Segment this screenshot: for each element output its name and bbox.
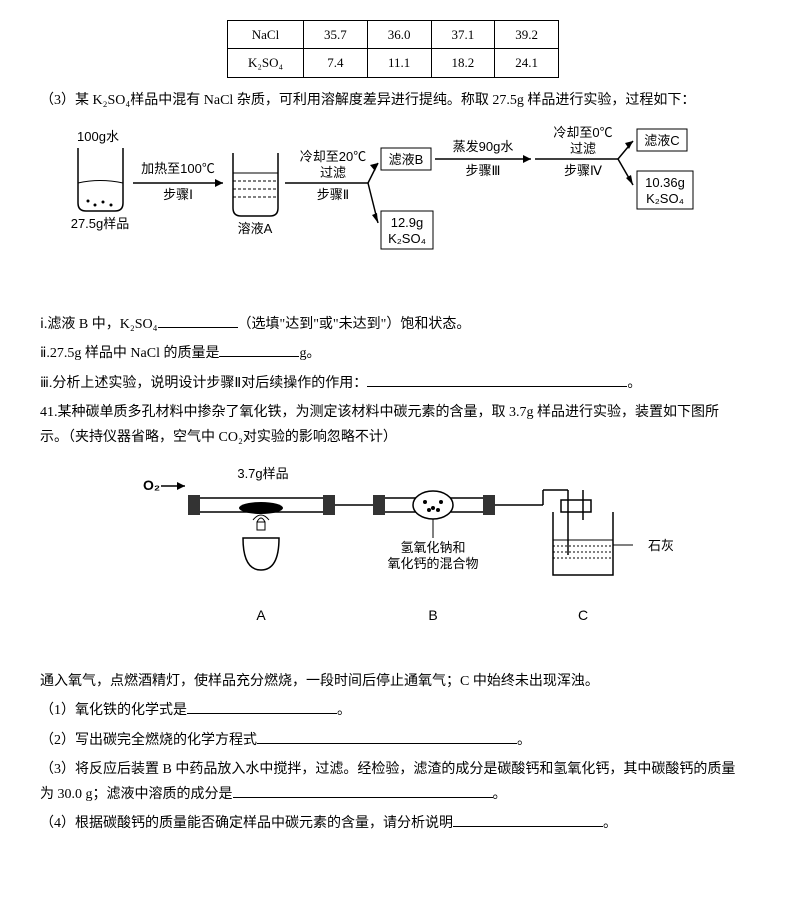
cell: 36.0	[367, 21, 431, 49]
svg-text:K₂SO₄: K₂SO₄	[388, 231, 426, 246]
svg-text:滤液C: 滤液C	[644, 133, 679, 148]
q41-2: （2）写出碳完全燃烧的化学方程式 。	[40, 728, 746, 753]
svg-text:冷却至0℃: 冷却至0℃	[553, 125, 612, 140]
cell: 7.4	[304, 49, 368, 77]
cell: 24.1	[495, 49, 559, 77]
svg-text:氢氧化钠和: 氢氧化钠和	[400, 540, 465, 555]
period: 。	[493, 787, 507, 802]
blank-field	[233, 783, 493, 798]
q3-ii-text: ⅱ.27.5g 样品中 NaCl 的质量是	[40, 346, 219, 361]
q41-4: （4）根据碳酸钙的质量能否确定样品中碳元素的含量，请分析说明 。	[40, 811, 746, 836]
svg-text:K₂SO₄: K₂SO₄	[646, 191, 684, 206]
cell: K₂SO₄	[227, 49, 303, 77]
blank-field	[187, 699, 337, 714]
q3-iii-text: ⅲ.分析上述实验，说明设计步骤Ⅱ对后续操作的作用：	[40, 376, 367, 391]
q41-1: （1）氧化铁的化学式是 。	[40, 698, 746, 723]
blank-field	[453, 812, 603, 827]
purification-diagram: 100g水 27.5g样品 加热至100℃ 步骤Ⅰ 溶液A 冷却至20℃ 过滤 …	[40, 123, 746, 302]
svg-text:C: C	[578, 607, 588, 623]
svg-text:3.7g样品: 3.7g样品	[237, 466, 288, 481]
q3-ii: ⅱ.27.5g 样品中 NaCl 的质量是 g。	[40, 341, 746, 366]
svg-text:过滤: 过滤	[570, 141, 596, 156]
svg-text:氧化钙的混合物: 氧化钙的混合物	[387, 556, 478, 571]
filtrate-b-box: 滤液B	[381, 148, 431, 170]
svg-text:步骤Ⅰ: 步骤Ⅰ	[163, 187, 193, 202]
blank-field	[367, 372, 627, 387]
table-row: K₂SO₄ 7.4 11.1 18.2 24.1	[227, 49, 558, 77]
cell: 35.7	[304, 21, 368, 49]
period: 。	[337, 703, 351, 718]
arrow-step3-icon: 蒸发90g水 步骤Ⅲ	[435, 139, 531, 178]
svg-text:12.9g: 12.9g	[391, 215, 424, 230]
bottle-c-icon: 石灰水 C	[553, 490, 673, 623]
tube-a-icon: 3.7g样品 A	[188, 466, 335, 623]
svg-text:滤液B: 滤液B	[389, 152, 424, 167]
cell: 37.1	[431, 21, 495, 49]
q3-i: ⅰ.滤液 B 中，K₂SO₄ （选填"达到"或"未达到"）饱和状态。	[40, 312, 746, 337]
q41-2-text: （2）写出碳完全燃烧的化学方程式	[40, 733, 257, 748]
q3-i-text: ⅰ.滤液 B 中，K₂SO₄	[40, 317, 158, 332]
svg-text:27.5g样品: 27.5g样品	[71, 216, 130, 231]
period: 。	[603, 816, 617, 831]
q41-after: 通入氧气，点燃酒精灯，使样品充分燃烧，一段时间后停止通氧气；C 中始终未出现浑浊…	[40, 669, 746, 694]
svg-text:石灰水: 石灰水	[648, 538, 673, 553]
svg-text:步骤Ⅱ: 步骤Ⅱ	[317, 187, 349, 202]
filtrate-c-box: 滤液C	[637, 129, 687, 151]
svg-text:步骤Ⅳ: 步骤Ⅳ	[564, 163, 602, 178]
beaker-1-icon: 100g水 27.5g样品	[71, 129, 130, 231]
arrow-step4-icon: 冷却至0℃ 过滤 步骤Ⅳ	[535, 125, 633, 185]
arrow-step2-icon: 冷却至20℃ 过滤 步骤Ⅱ	[285, 149, 378, 223]
blank-field	[158, 313, 238, 328]
svg-text:100g水: 100g水	[77, 129, 119, 144]
svg-text:蒸发90g水: 蒸发90g水	[453, 139, 514, 154]
blank-field	[219, 342, 299, 357]
blank-field	[257, 729, 517, 744]
solubility-table: NaCl 35.7 36.0 37.1 39.2 K₂SO₄ 7.4 11.1 …	[227, 20, 559, 78]
cell: 11.1	[367, 49, 431, 77]
cell: 39.2	[495, 21, 559, 49]
q41-3: （3）将反应后装置 B 中药品放入水中搅拌，过滤。经检验，滤渣的成分是碳酸钙和氢…	[40, 757, 746, 807]
q3-iii: ⅲ.分析上述实验，说明设计步骤Ⅱ对后续操作的作用： 。	[40, 371, 746, 396]
crystal-b-box: 12.9g K₂SO₄	[381, 211, 433, 249]
q41-1-text: （1）氧化铁的化学式是	[40, 703, 187, 718]
o2-label: O₂	[143, 477, 160, 493]
svg-text:B: B	[428, 607, 437, 623]
svg-text:10.36g: 10.36g	[645, 175, 685, 190]
cell: 18.2	[431, 49, 495, 77]
table-row: NaCl 35.7 36.0 37.1 39.2	[227, 21, 558, 49]
period: 。	[627, 376, 641, 391]
combustion-apparatus-diagram: O₂ 3.7g样品 A 氢氧化钠和 氧化钙的混合物 B	[40, 460, 746, 659]
svg-text:溶液A: 溶液A	[238, 221, 273, 236]
cell: NaCl	[227, 21, 303, 49]
q3-intro: （3）某 K₂SO₄样品中混有 NaCl 杂质，可利用溶解度差异进行提纯。称取 …	[40, 88, 746, 113]
svg-text:加热至100℃: 加热至100℃	[141, 161, 215, 176]
q3-i-tail: （选填"达到"或"未达到"）饱和状态。	[238, 317, 471, 332]
q3-ii-tail: g。	[299, 346, 320, 361]
arrow-step1-icon: 加热至100℃ 步骤Ⅰ	[133, 161, 223, 202]
period: 。	[517, 733, 531, 748]
svg-text:步骤Ⅲ: 步骤Ⅲ	[466, 163, 501, 178]
q41-4-text: （4）根据碳酸钙的质量能否确定样品中碳元素的含量，请分析说明	[40, 816, 453, 831]
connector-c-icon	[495, 490, 568, 555]
crystal-c-box: 10.36g K₂SO₄	[637, 171, 693, 209]
q41-intro: 41.某种碳单质多孔材料中掺杂了氧化铁，为测定该材料中碳元素的含量，取 3.7g…	[40, 400, 746, 450]
tube-b-icon: 氢氧化钠和 氧化钙的混合物 B	[373, 491, 495, 623]
svg-text:过滤: 过滤	[320, 165, 346, 180]
svg-text:A: A	[256, 607, 266, 623]
svg-text:冷却至20℃: 冷却至20℃	[300, 149, 366, 164]
beaker-2-icon: 溶液A	[233, 153, 278, 236]
